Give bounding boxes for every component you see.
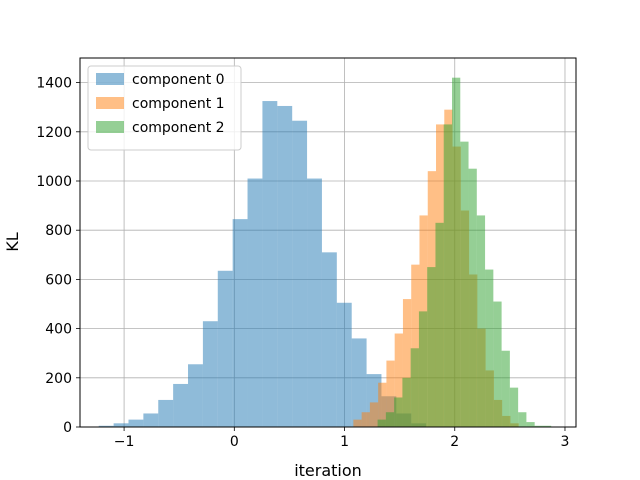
histogram-bar [321, 252, 337, 427]
histogram-bar [411, 264, 420, 427]
legend-label-2: component 2 [132, 120, 225, 136]
histogram-bar [232, 219, 248, 427]
histogram-bar [277, 105, 293, 427]
plot-frame [79, 57, 577, 428]
histogram-bar [410, 348, 419, 427]
legend: component 0 component 1 component 2 [87, 65, 242, 151]
histogram-bar [378, 382, 387, 427]
histogram-bar [509, 387, 519, 427]
x-tick-label: −1 [114, 434, 135, 450]
histogram-bar [435, 222, 444, 427]
legend-swatch-2 [96, 121, 124, 133]
y-tick-label: 600 [45, 272, 72, 288]
histogram-bar [385, 412, 395, 427]
histogram-bar [485, 269, 494, 427]
y-tick-label: 1200 [36, 125, 72, 141]
x-tick-label: 1 [340, 434, 349, 450]
histogram-bar [369, 402, 379, 427]
x-tick-label: 3 [561, 434, 570, 450]
series-0-bars [98, 101, 427, 428]
x-tick-label: 2 [450, 434, 459, 450]
histogram-bar [534, 425, 543, 427]
y-tick-label: 1000 [36, 174, 72, 190]
histogram-bar [173, 383, 189, 427]
histogram-bar [518, 412, 527, 427]
histogram-bar [468, 168, 477, 427]
histogram-bar [418, 311, 428, 427]
x-tick-label: 0 [230, 434, 239, 450]
histogram-bar [460, 141, 469, 427]
histogram-bar [188, 364, 203, 427]
legend-box [87, 65, 242, 151]
series-2-bars [377, 77, 552, 428]
histogram-bar [292, 120, 308, 427]
histogram-bar [526, 422, 535, 427]
histogram-bar [336, 302, 352, 427]
histogram-bar [402, 377, 411, 427]
x-axis-label: iteration [294, 461, 362, 480]
y-tick-label: 1400 [36, 76, 72, 92]
legend-swatch-0 [96, 73, 124, 85]
histogram-bar [128, 419, 144, 427]
histogram-bar [452, 77, 461, 428]
histogram-bar [262, 101, 278, 428]
histogram-bar [98, 425, 114, 427]
histogram-bar [402, 299, 412, 427]
histogram-bar [351, 338, 367, 427]
histogram-bar [158, 399, 174, 427]
histogram-bar [476, 215, 486, 427]
histogram-bar [501, 350, 510, 427]
histogram-bar [427, 267, 436, 427]
histogram-bar [443, 124, 452, 428]
histogram-bar [113, 423, 129, 427]
y-axis-label: KL [3, 232, 22, 251]
histogram-bar [353, 419, 362, 427]
histogram-bar [361, 412, 370, 427]
histogram-bar [394, 397, 403, 427]
histogram-bar [143, 413, 159, 427]
histogram-bars [98, 77, 552, 428]
axis-ticks: −1 0 1 2 3 0 200 400 600 800 1000 1200 1400 [36, 76, 569, 450]
histogram-bar [377, 419, 386, 427]
legend-label-0: component 0 [132, 72, 225, 88]
y-tick-label: 0 [63, 420, 72, 436]
histogram-bar [217, 270, 233, 427]
y-tick-label: 400 [45, 322, 72, 338]
histogram-bar [386, 360, 395, 427]
y-tick-label: 800 [45, 223, 72, 239]
histogram-bar [394, 333, 403, 427]
histogram-bar [202, 321, 218, 427]
y-tick-label: 200 [45, 371, 72, 387]
legend-swatch-1 [96, 97, 124, 109]
histogram-bar [247, 178, 263, 427]
legend-label-1: component 1 [132, 96, 225, 112]
histogram-bar [307, 178, 322, 427]
histogram-bar [542, 425, 552, 427]
histogram-bar [493, 301, 502, 427]
